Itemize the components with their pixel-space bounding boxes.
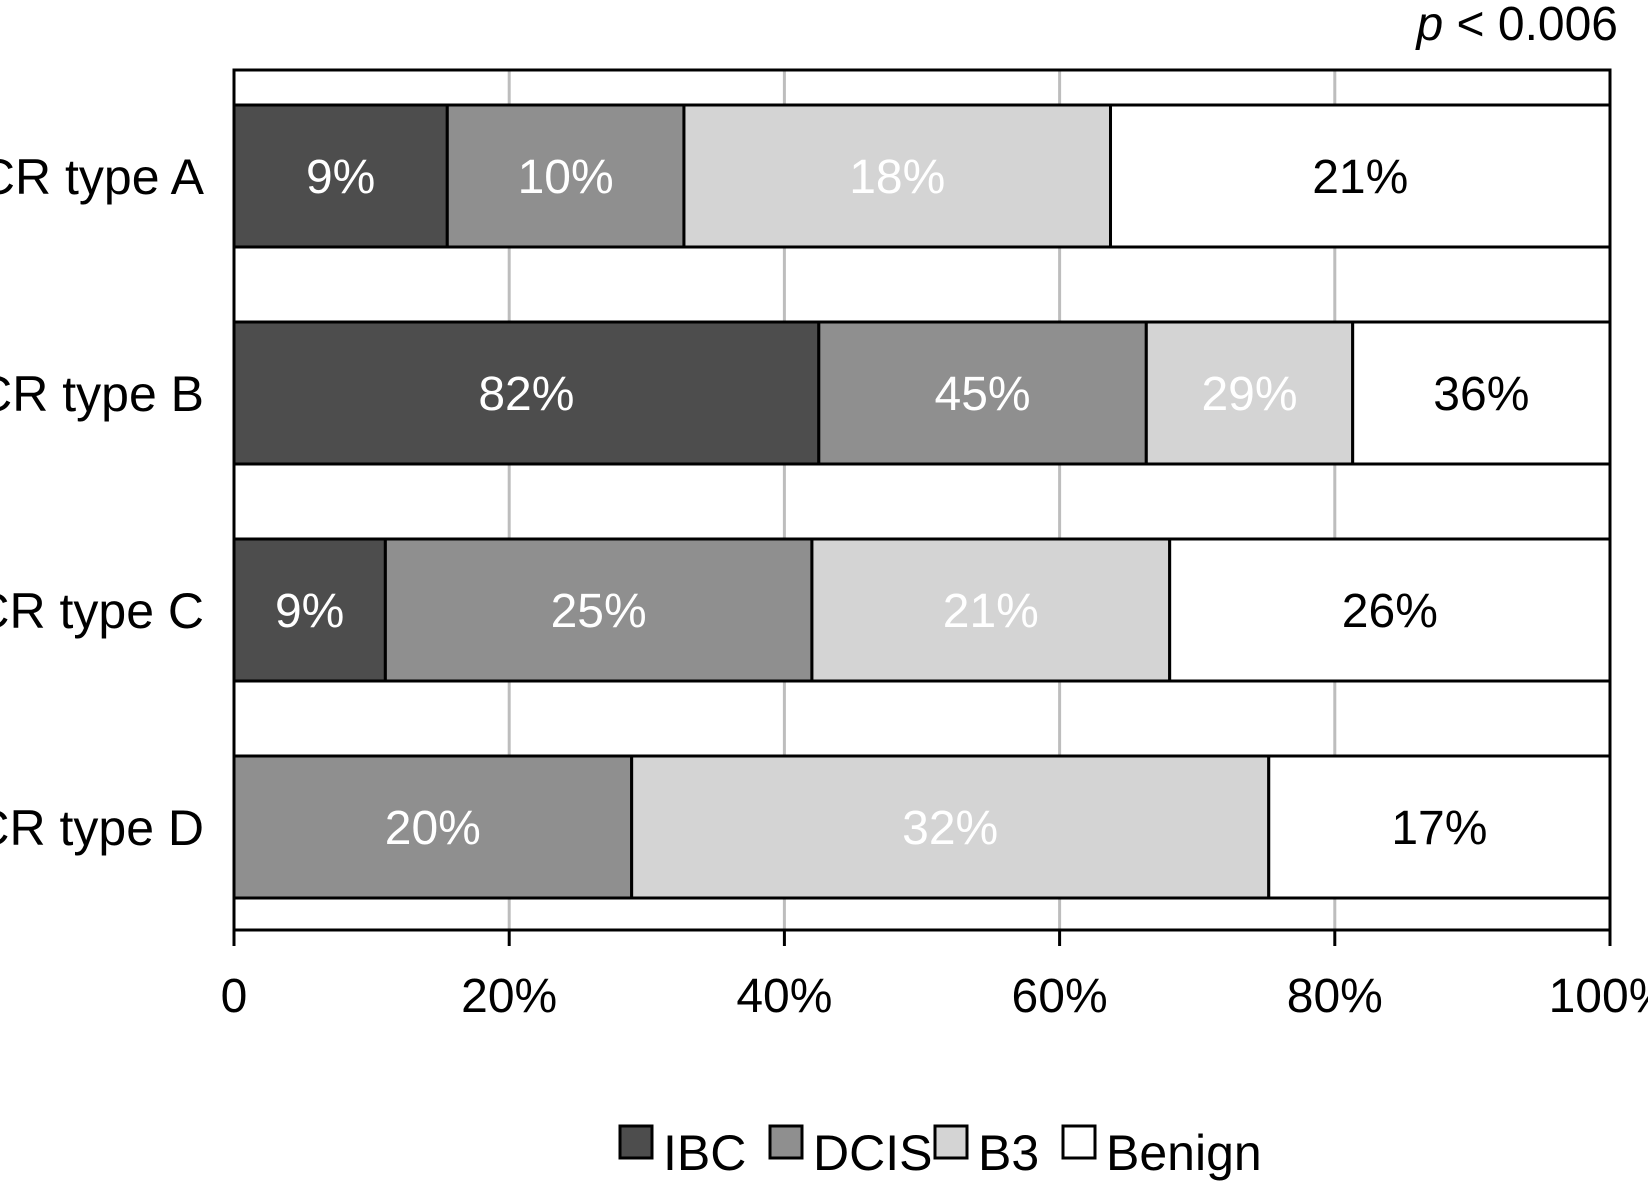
- bar-segment: [232, 103, 449, 249]
- bar-segment: [232, 754, 634, 900]
- segment-value-label: 26%: [1342, 585, 1438, 638]
- bar-segment: [445, 103, 686, 249]
- segment-value-label: 45%: [935, 368, 1031, 421]
- segment-value-label: 29%: [1201, 368, 1297, 421]
- legend-label: Benign: [1106, 1125, 1262, 1181]
- segment-value-label: 9%: [275, 585, 344, 638]
- plot-frame: [232, 68, 1612, 932]
- segment-value-label: 17%: [1391, 802, 1487, 855]
- segment-value-label: 10%: [518, 151, 614, 204]
- legend-label: IBC: [663, 1125, 746, 1181]
- legend-label: B3: [978, 1125, 1039, 1181]
- legend-swatch: [618, 1124, 654, 1160]
- segment-value-label: 9%: [306, 151, 375, 204]
- p-value-annotation: p < 0.006: [1414, 0, 1618, 51]
- bar-segment: [232, 537, 387, 683]
- bar-segment: [383, 537, 814, 683]
- x-tick-label: 0: [221, 970, 248, 1023]
- segment-value-label: 25%: [551, 585, 647, 638]
- segment-value-label: 36%: [1433, 368, 1529, 421]
- bar-segment: [1168, 537, 1612, 683]
- category-label: ACR type C: [0, 583, 204, 639]
- bar-segment: [817, 320, 1148, 466]
- legend-swatch: [1061, 1124, 1097, 1160]
- p-symbol: p: [1414, 0, 1443, 51]
- x-tick-label: 20%: [461, 970, 557, 1023]
- segment-value-label: 82%: [478, 368, 574, 421]
- segment-value-label: 21%: [943, 585, 1039, 638]
- bar-segment: [1109, 103, 1612, 249]
- x-tick-label: 60%: [1012, 970, 1108, 1023]
- legend-swatch: [768, 1124, 804, 1160]
- segment-value-label: 20%: [385, 802, 481, 855]
- x-tick-label: 100%: [1549, 970, 1648, 1023]
- bar-segment: [810, 537, 1172, 683]
- x-tick-label: 40%: [736, 970, 832, 1023]
- p-value-text: < 0.006: [1443, 0, 1618, 51]
- segment-value-label: 18%: [849, 151, 945, 204]
- segment-value-label: 32%: [902, 802, 998, 855]
- segment-value-label: 21%: [1312, 151, 1408, 204]
- bar-segment: [630, 754, 1271, 900]
- x-tick-label: 80%: [1287, 970, 1383, 1023]
- legend-label: DCIS: [813, 1125, 932, 1181]
- legend-swatch: [933, 1124, 969, 1160]
- category-label: ACR type B: [0, 366, 204, 422]
- bar-segment: [682, 103, 1113, 249]
- category-label: ACR type D: [0, 800, 204, 856]
- category-label: ACR type A: [0, 149, 205, 205]
